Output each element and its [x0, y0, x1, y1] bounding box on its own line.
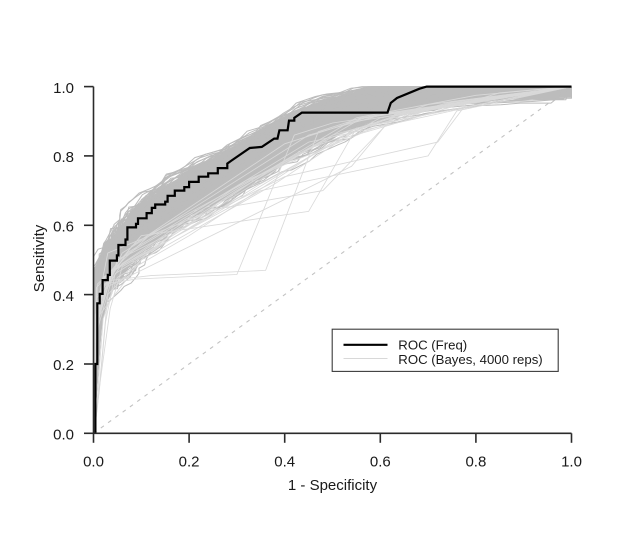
svg-text:0.2: 0.2 — [53, 357, 74, 374]
svg-text:0.2: 0.2 — [179, 454, 200, 471]
svg-text:1 - Specificity: 1 - Specificity — [288, 477, 378, 494]
svg-text:ROC (Bayes, 4000 reps): ROC (Bayes, 4000 reps) — [398, 352, 542, 367]
svg-text:0.0: 0.0 — [83, 454, 104, 471]
svg-text:0.6: 0.6 — [370, 454, 391, 471]
svg-text:0.8: 0.8 — [53, 149, 74, 166]
svg-text:0.4: 0.4 — [53, 288, 74, 305]
svg-text:1.0: 1.0 — [53, 80, 74, 97]
svg-text:0.4: 0.4 — [274, 454, 295, 471]
svg-text:0.8: 0.8 — [465, 454, 486, 471]
svg-text:Sensitivity: Sensitivity — [31, 224, 48, 292]
svg-text:1.0: 1.0 — [561, 454, 582, 471]
svg-text:0.6: 0.6 — [53, 219, 74, 236]
svg-text:0.0: 0.0 — [53, 427, 74, 444]
svg-text:ROC (Freq): ROC (Freq) — [398, 338, 467, 353]
